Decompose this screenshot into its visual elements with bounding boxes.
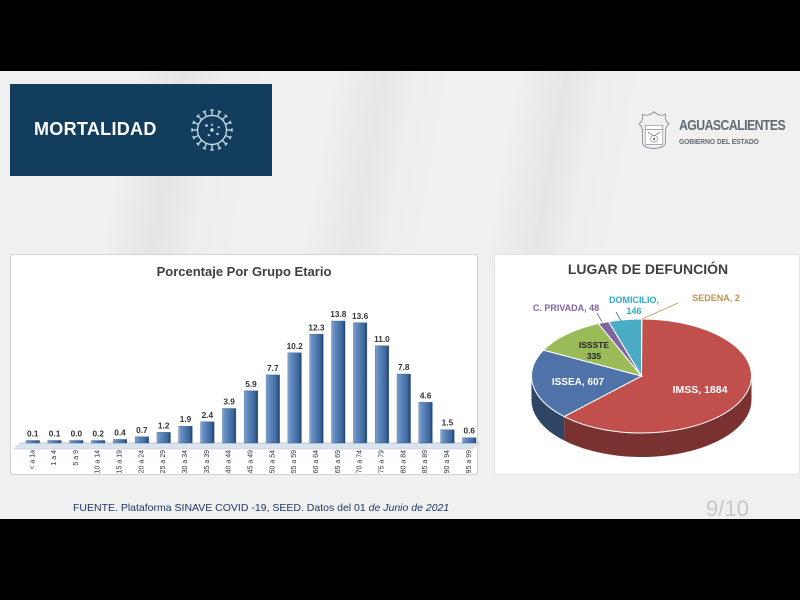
svg-text:0.6: 0.6 [463, 426, 475, 436]
svg-text:80 a 84: 80 a 84 [400, 450, 407, 473]
svg-text:SEDENA, 2: SEDENA, 2 [692, 293, 740, 303]
svg-text:10 a 14: 10 a 14 [95, 450, 102, 473]
svg-text:0.1: 0.1 [27, 429, 39, 439]
svg-text:70 a 74: 70 a 74 [357, 450, 364, 473]
svg-text:4.6: 4.6 [420, 390, 432, 400]
svg-text:C. PRIVADA, 48: C. PRIVADA, 48 [533, 303, 599, 313]
svg-text:50 a 54: 50 a 54 [269, 450, 276, 473]
svg-text:25 a 29: 25 a 29 [160, 450, 167, 473]
svg-text:0.1: 0.1 [49, 429, 61, 439]
svg-text:75 a 79: 75 a 79 [378, 450, 385, 473]
svg-text:35 a 39: 35 a 39 [204, 450, 211, 473]
svg-text:85 a 89: 85 a 89 [422, 450, 429, 473]
svg-text:ISSSTE: ISSSTE [579, 340, 610, 350]
svg-text:1.2: 1.2 [158, 420, 170, 430]
svg-text:10.2: 10.2 [287, 341, 304, 351]
svg-text:60 a 64: 60 a 64 [313, 450, 320, 473]
svg-text:7.7: 7.7 [267, 363, 279, 373]
svg-text:ISSEA, 607: ISSEA, 607 [552, 377, 605, 388]
svg-text:146: 146 [626, 306, 641, 316]
svg-text:90 a 94: 90 a 94 [444, 450, 451, 473]
svg-text:3.9: 3.9 [223, 397, 235, 407]
svg-text:30 a 34: 30 a 34 [182, 450, 189, 473]
svg-text:40 a 44: 40 a 44 [226, 450, 233, 473]
svg-text:DOMICILIO,: DOMICILIO, [609, 295, 659, 305]
svg-text:11.0: 11.0 [374, 334, 390, 344]
svg-text:13.8: 13.8 [330, 309, 347, 319]
svg-text:1.5: 1.5 [442, 418, 454, 428]
svg-text:65 a 69: 65 a 69 [335, 450, 342, 473]
svg-text:45 a 49: 45 a 49 [248, 450, 255, 473]
svg-text:13.6: 13.6 [352, 311, 369, 321]
svg-text:0.4: 0.4 [114, 427, 126, 437]
svg-text:55 a 59: 55 a 59 [291, 450, 298, 473]
svg-text:7.8: 7.8 [398, 362, 410, 372]
svg-text:5 a 9: 5 a 9 [73, 450, 80, 466]
svg-text:1.9: 1.9 [180, 414, 192, 424]
svg-text:95 a 99: 95 a 99 [466, 450, 473, 473]
svg-text:5.9: 5.9 [245, 379, 257, 389]
svg-text:12.3: 12.3 [308, 322, 325, 332]
svg-text:0.0: 0.0 [71, 429, 83, 439]
svg-text:< a 1a: < a 1a [29, 450, 36, 470]
svg-text:0.2: 0.2 [92, 429, 104, 439]
svg-text:1 a 4: 1 a 4 [51, 450, 58, 466]
svg-text:0.7: 0.7 [136, 425, 148, 435]
svg-text:2.4: 2.4 [202, 410, 214, 420]
svg-text:20 a 24: 20 a 24 [138, 450, 145, 473]
svg-text:335: 335 [587, 351, 601, 361]
svg-text:15 a 19: 15 a 19 [117, 450, 124, 473]
svg-text:IMSS, 1884: IMSS, 1884 [673, 384, 728, 396]
